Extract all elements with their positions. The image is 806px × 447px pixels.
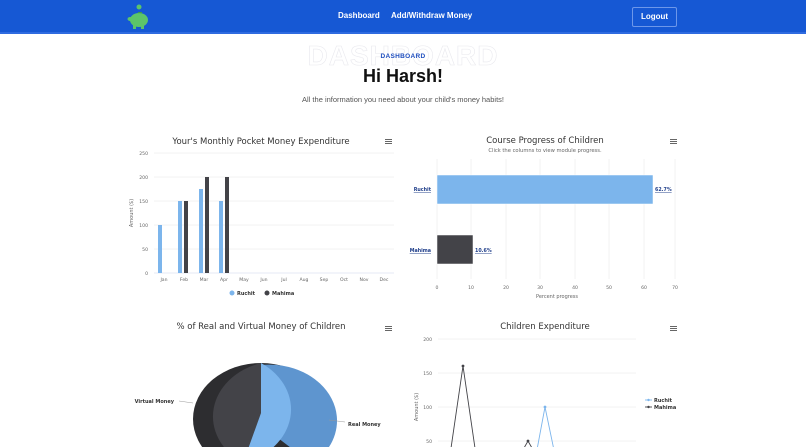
bar-mahima-apr[interactable]	[225, 177, 229, 273]
y-axis-label: Amount ($)	[129, 199, 135, 227]
page-subtitle: All the information you need about your …	[302, 95, 504, 104]
svg-text:150: 150	[423, 371, 432, 377]
children-expenditure-chart: Children Expenditure 200 150 100 50 Amou…	[400, 315, 690, 447]
series-mahima-line	[450, 365, 476, 447]
nav-add-withdraw-link[interactable]: Add/Withdraw Money	[391, 11, 473, 20]
bar-ruchit-feb[interactable]	[178, 201, 182, 273]
data-label-ruchit[interactable]: 62.7%	[655, 187, 672, 193]
svg-text:Mar: Mar	[200, 277, 209, 283]
svg-text:200: 200	[139, 175, 148, 181]
svg-text:10: 10	[468, 285, 474, 291]
chart-menu-icon[interactable]	[670, 326, 677, 331]
chart-subtitle: Click the columns to view module progres…	[488, 148, 602, 154]
nav-dashboard-link[interactable]: Dashboard	[338, 11, 380, 20]
y-axis-ticks: 250 200 150 100 50 0	[139, 151, 148, 277]
svg-text:Oct: Oct	[340, 277, 348, 283]
svg-text:Dec: Dec	[380, 277, 389, 283]
x-axis-label: Percent progress	[536, 294, 578, 300]
svg-text:20: 20	[503, 285, 509, 291]
point-mahima-2[interactable]	[526, 439, 530, 443]
legend-item-ruchit[interactable]: Ruchit	[645, 398, 673, 404]
y-axis-ticks: 200 150 100 50	[423, 337, 432, 445]
svg-text:100: 100	[139, 223, 148, 229]
svg-text:Jun: Jun	[259, 277, 267, 283]
bar-mahima-feb[interactable]	[184, 201, 188, 273]
svg-text:150: 150	[139, 199, 148, 205]
category-link-ruchit[interactable]: Ruchit	[414, 187, 432, 193]
svg-text:40: 40	[572, 285, 578, 291]
real-virtual-money-chart: % of Real and Virtual Money of Children …	[120, 315, 400, 447]
svg-text:250: 250	[139, 151, 148, 157]
svg-text:May: May	[239, 277, 249, 283]
svg-text:200: 200	[423, 337, 432, 343]
svg-text:Ruchit: Ruchit	[237, 291, 256, 297]
svg-text:100: 100	[423, 405, 432, 411]
bar-ruchit-progress[interactable]	[436, 174, 654, 205]
piggy-bank-icon[interactable]	[125, 3, 151, 30]
svg-text:30: 30	[537, 285, 543, 291]
y-axis-gridlines	[154, 152, 394, 250]
svg-text:70: 70	[672, 285, 678, 291]
pie	[193, 363, 338, 447]
svg-text:60: 60	[641, 285, 647, 291]
svg-text:Apr: Apr	[220, 277, 228, 283]
bar-ruchit-mar[interactable]	[199, 189, 203, 273]
svg-text:Nov: Nov	[360, 277, 369, 283]
svg-text:Feb: Feb	[180, 277, 188, 283]
chart-menu-icon[interactable]	[670, 139, 677, 144]
data-label-mahima[interactable]: 10.6%	[475, 248, 492, 254]
point-ruchit-1[interactable]	[543, 405, 547, 409]
slice-real-money[interactable]	[243, 363, 292, 447]
chart-menu-icon[interactable]	[385, 326, 392, 331]
bars	[158, 177, 229, 273]
category-link-mahima[interactable]: Mahima	[410, 248, 431, 254]
svg-text:Aug: Aug	[300, 277, 309, 283]
svg-text:Ruchit: Ruchit	[654, 398, 673, 404]
hero-eyebrow: DASHBOARD	[380, 53, 426, 60]
pie-label-real: Real Money	[348, 422, 381, 428]
chart-title: % of Real and Virtual Money of Children	[176, 322, 345, 332]
top-navbar: Dashboard Add/Withdraw Money Logout	[0, 0, 806, 34]
svg-text:50: 50	[606, 285, 612, 291]
legend-item-mahima[interactable]: Mahima	[645, 405, 676, 411]
svg-text:50: 50	[426, 439, 432, 445]
bar-mahima-progress[interactable]	[436, 234, 474, 265]
pie-label-virtual: Virtual Money	[135, 399, 175, 405]
svg-text:Sep: Sep	[320, 277, 329, 283]
page-title: Hi Harsh!	[362, 66, 443, 86]
chart-title: Children Expenditure	[500, 322, 590, 332]
y-axis-label: Amount ($)	[414, 393, 420, 421]
x-axis-ticks: Jan Feb Mar Apr May Jun Jul Aug Sep Oct …	[159, 277, 388, 283]
legend: Ruchit Mahima	[229, 290, 295, 298]
chart-title: Your's Monthly Pocket Money Expenditure	[171, 137, 349, 147]
svg-text:Jul: Jul	[280, 277, 287, 283]
monthly-expenditure-chart: Your's Monthly Pocket Money Expenditure …	[120, 128, 400, 303]
legend-item-mahima[interactable]: Mahima	[264, 290, 295, 298]
course-progress-chart: Course Progress of Children Click the co…	[400, 128, 690, 303]
svg-text:Mahima: Mahima	[272, 291, 294, 297]
logout-button[interactable]: Logout	[632, 7, 677, 27]
bar-ruchit-apr[interactable]	[219, 201, 223, 273]
x-axis-ticks: 0 10 20 30 40 50 60 70	[436, 285, 678, 291]
legend-item-ruchit[interactable]: Ruchit	[229, 290, 256, 298]
svg-text:0: 0	[436, 285, 439, 291]
svg-text:0: 0	[145, 271, 148, 277]
chart-title: Course Progress of Children	[486, 136, 604, 146]
slice-virtual-money[interactable]	[212, 363, 261, 447]
bar-mahima-mar[interactable]	[205, 177, 209, 273]
bar-ruchit-jan[interactable]	[158, 225, 162, 273]
chart-menu-icon[interactable]	[385, 139, 392, 144]
svg-text:Jan: Jan	[159, 277, 167, 283]
svg-text:50: 50	[142, 247, 148, 253]
point-mahima-1[interactable]	[461, 364, 465, 368]
y-axis-gridlines	[438, 338, 636, 442]
hero-background-word: DASHBOARD	[307, 40, 499, 72]
svg-text:Mahima: Mahima	[654, 405, 676, 411]
legend: Ruchit Mahima	[645, 398, 676, 411]
